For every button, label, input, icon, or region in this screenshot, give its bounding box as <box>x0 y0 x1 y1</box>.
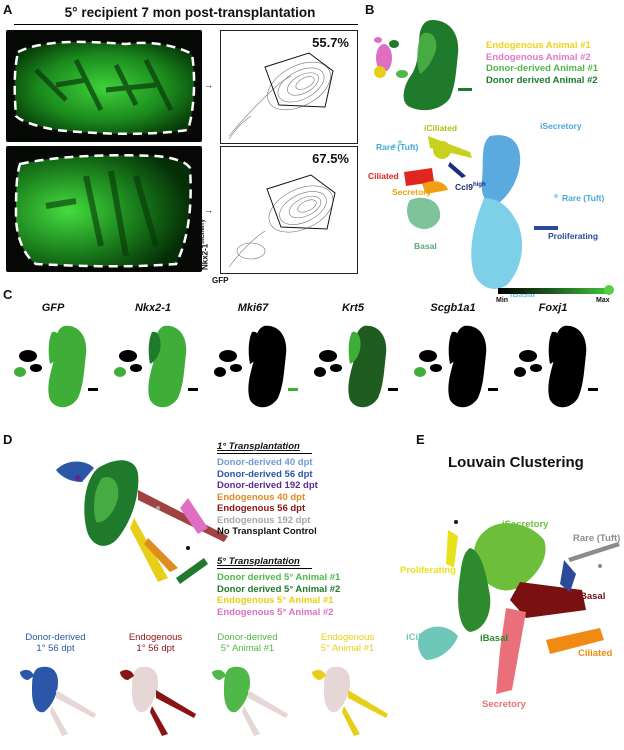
panel-a-title: 5° recipient 7 mon post-transplantation <box>64 5 316 20</box>
arrow-icon: → <box>204 205 213 215</box>
legend-item: Donor-derived Animal #1 <box>486 63 599 74</box>
small-umap <box>20 666 96 736</box>
legend-item: Donor derived 5° Animal #2 <box>217 583 341 595</box>
legend-item: Donor-derived 40 dpt <box>217 457 313 468</box>
louvain-label-proliferating: Proliferating <box>400 565 456 576</box>
gene-expression-umap <box>414 325 498 408</box>
legend-primary-transplantation: 1° Transplantation Donor-derived 40 dpt … <box>217 441 318 538</box>
umap-sample-plot <box>56 460 228 584</box>
legend-primary-divider <box>217 453 312 454</box>
louvain-label-rare-tuft: Rare (Tuft) <box>573 533 621 544</box>
panel-c-label: C <box>3 287 13 302</box>
gate-percentage-bottom: 67.5% <box>312 151 349 166</box>
gene-label: GFP <box>41 302 65 314</box>
legend-fifth-title: 5° Transplantation <box>217 556 300 567</box>
cluster-label-isecretory: iSecretory <box>540 121 582 131</box>
small-umap <box>312 666 388 736</box>
panel-d-label: D <box>3 432 13 447</box>
louvain-label-ciliated: Ciliated <box>578 648 613 659</box>
scale-min-label: Min <box>496 297 509 304</box>
legend-item: Endogenous 192 dpt <box>217 514 311 526</box>
legend-item: Endogenous 40 dpt <box>217 491 306 503</box>
legend-fifth-transplantation: 5° Transplantation Donor derived 5° Anim… <box>217 556 340 618</box>
legend-item: Donor-derived 56 dpt <box>217 468 313 480</box>
louvain-label-isecretory: iSecretory <box>502 519 549 530</box>
cluster-label-secretory: Secretory <box>392 187 432 197</box>
arrow-icon: → <box>204 80 213 90</box>
scale-max-dot <box>604 285 614 295</box>
cluster-label-ibasal: iBasal <box>510 289 536 299</box>
small-umap-title: Donor-derived 5° Animal #1 <box>217 632 278 654</box>
legend-primary-title: 1° Transplantation <box>217 441 300 452</box>
gene-expression-umap <box>314 325 398 408</box>
cluster-label-rare-tuft-left: Rare (Tuft) <box>376 142 419 152</box>
micrograph-top <box>6 30 202 142</box>
cluster-label-ccl9: Ccl9high <box>455 182 486 192</box>
louvain-title: Louvain Clustering <box>448 454 584 471</box>
small-umap <box>120 666 196 736</box>
gene-label: Nkx2-1 <box>134 302 172 314</box>
small-umap-title: Endogenous 5° Animal #1 <box>320 632 375 654</box>
panel-e-label: E <box>416 432 425 447</box>
umap-animal-legend: Endogenous Animal #1 Endogenous Animal #… <box>486 40 598 86</box>
cluster-label-ciliated: Ciliated <box>368 171 399 181</box>
small-umap-title: Endogenous 1° 56 dpt <box>128 632 183 654</box>
legend-item: Endogenous 56 dpt <box>217 503 306 514</box>
legend-item: No Transplant Control <box>217 526 317 537</box>
legend-item: Donor derived Animal #2 <box>486 74 598 86</box>
louvain-label-secretory: Secretory <box>482 699 526 710</box>
legend-fifth-divider <box>217 568 312 569</box>
micrograph-bottom <box>6 146 202 272</box>
louvain-label-basal: Basal <box>580 591 606 602</box>
gene-label: Krt5 <box>341 302 364 314</box>
gene-expression-umap <box>514 325 598 408</box>
legend-item: Endogenous 5° Animal #2 <box>217 606 334 618</box>
cluster-label-basal: Basal <box>414 241 437 251</box>
cluster-label-proliferating: Proliferating <box>548 231 599 241</box>
scale-max-label: Max <box>596 297 610 304</box>
expression-color-scale <box>498 288 608 294</box>
small-umap <box>212 666 288 736</box>
umap-animal-plot <box>374 20 472 111</box>
legend-item: Endogenous Animal #2 <box>486 51 591 63</box>
gene-expression-umap <box>214 325 298 408</box>
umap-cluster-plot <box>392 135 558 289</box>
panel-a-label: A <box>3 2 13 17</box>
gene-expression-umap <box>14 325 98 408</box>
gene-expression-umap <box>114 325 198 408</box>
legend-item: Donor-derived 192 dpt <box>217 480 318 491</box>
gene-label: Mki67 <box>237 302 269 314</box>
legend-item: Endogenous 5° Animal #1 <box>217 595 334 606</box>
flow-plot-top: 55.7% <box>220 30 358 144</box>
legend-item: Endogenous Animal #1 <box>486 40 591 51</box>
cluster-label-iciliated: iCiliated <box>424 123 458 133</box>
legend-item: Donor derived 5° Animal #1 <box>217 572 341 583</box>
flow-plot-bottom: 67.5% <box>220 146 358 274</box>
panel-a-title-underline <box>14 24 358 25</box>
panel-b-label: B <box>365 2 375 17</box>
louvain-umap-plot <box>418 520 620 694</box>
gene-label: Scgb1a1 <box>430 302 476 314</box>
flow-y-axis-label: Nkx2-1mCherry <box>200 219 210 270</box>
louvain-label-ibasal: iBasal <box>480 633 508 644</box>
cluster-label-rare-tuft-right: Rare (Tuft) <box>562 193 605 203</box>
louvain-label-iciliated: iCiliated <box>406 632 443 643</box>
gene-label: Foxj1 <box>538 302 568 314</box>
small-umap-title: Donor-derived 1° 56 dpt <box>25 632 86 654</box>
gate-percentage-top: 55.7% <box>312 35 349 50</box>
flow-x-axis-label: GFP <box>212 276 229 285</box>
